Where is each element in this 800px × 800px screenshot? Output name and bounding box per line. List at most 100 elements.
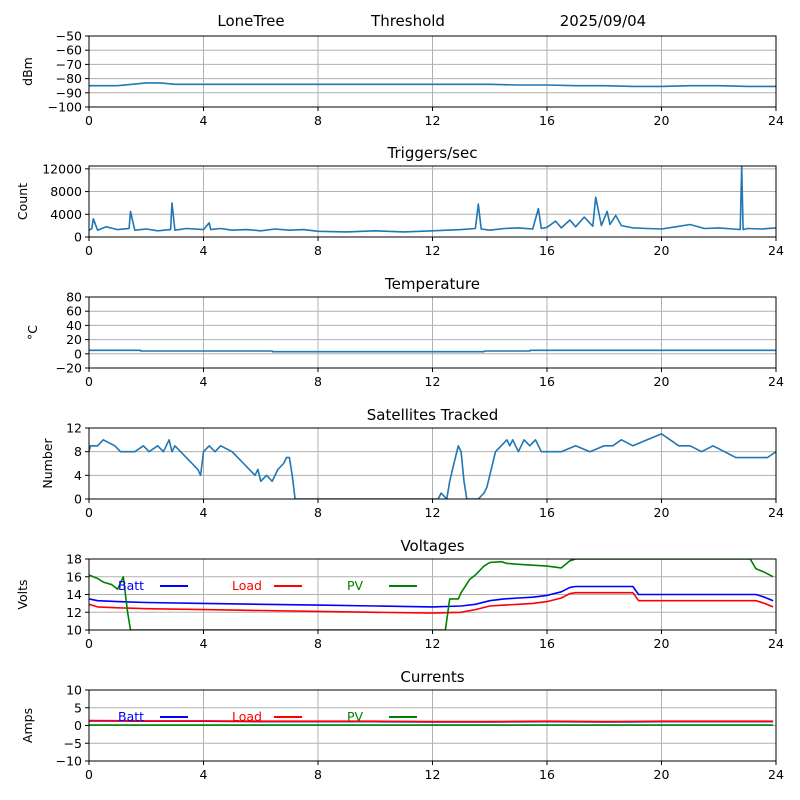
series-group <box>89 82 776 88</box>
x-tick-label: 0 <box>85 243 93 258</box>
series-line-load <box>89 591 774 614</box>
series-group <box>89 559 774 630</box>
y-tick-label: 12 <box>66 605 82 620</box>
y-tick-label: 4000 <box>50 207 82 222</box>
x-tick-label: 0 <box>85 374 93 389</box>
y-tick-label: 18 <box>66 552 82 567</box>
legend-label: PV <box>347 709 364 724</box>
x-tick-label: 16 <box>539 767 555 782</box>
x-tick-label: 8 <box>314 767 322 782</box>
legend-label: PV <box>347 578 364 593</box>
y-tick-label: −20 <box>56 361 82 376</box>
y-axis-label: Number <box>40 438 55 489</box>
x-tick-label: 20 <box>654 374 670 389</box>
series-line-main <box>89 433 776 499</box>
panel-rssi: 0 4 8 12 16 20 24 −100−90−80−70−60−50 dBm <box>20 29 784 129</box>
legend-label: Load <box>232 709 262 724</box>
panel-title: Voltages <box>400 537 464 555</box>
x-tick-label: 4 <box>200 374 208 389</box>
panel-title: Triggers/sec <box>387 144 478 162</box>
x-tick-label: 16 <box>539 243 555 258</box>
series-group <box>89 719 774 726</box>
x-tick-label: 24 <box>768 505 784 520</box>
y-tick-label: 14 <box>66 587 82 602</box>
x-tick-label: 4 <box>200 636 208 651</box>
y-tick-label: 0 <box>74 230 82 245</box>
series-line-load <box>89 719 774 723</box>
x-tick-label: 16 <box>539 505 555 520</box>
x-tick-label: 4 <box>200 243 208 258</box>
y-tick-label: −10 <box>56 754 82 769</box>
x-tick-label: 20 <box>654 636 670 651</box>
header-mode: Threshold <box>370 12 445 30</box>
series-line-main <box>89 349 776 353</box>
x-tick-label: 24 <box>768 113 784 128</box>
panel-title: Temperature <box>384 275 480 293</box>
y-axis-label: dBm <box>20 57 35 86</box>
x-tick-label: 24 <box>768 374 784 389</box>
panel-satellites: 0 4 8 12 16 20 24 0 4 8 12 Satellites Tracked Number <box>40 406 784 520</box>
y-tick-label: 8000 <box>50 184 82 199</box>
panel-title: Currents <box>400 668 464 686</box>
x-tick-label: 12 <box>425 767 441 782</box>
x-tick-label: 12 <box>425 113 441 128</box>
x-tick-label: 20 <box>654 113 670 128</box>
y-tick-label: 5 <box>74 700 82 715</box>
y-tick-label: 12 <box>66 421 82 436</box>
y-tick-label: 80 <box>66 290 82 305</box>
y-tick-label: 10 <box>66 623 82 638</box>
x-tick-label: 24 <box>768 636 784 651</box>
x-tick-label: 12 <box>425 374 441 389</box>
y-tick-label: 0 <box>74 492 82 507</box>
x-tick-label: 4 <box>200 767 208 782</box>
x-tick-label: 16 <box>539 113 555 128</box>
y-axis-label: °C <box>25 325 40 340</box>
legend-label: Batt <box>118 709 144 724</box>
panel-triggers: 0 4 8 12 16 20 24 0 4000 8000 12000 Triggers/sec Cou… <box>15 144 784 258</box>
x-tick-label: 0 <box>85 767 93 782</box>
x-tick-label: 20 <box>654 243 670 258</box>
y-tick-label: −70 <box>56 57 82 72</box>
x-tick-label: 4 <box>200 113 208 128</box>
panel-title: Satellites Tracked <box>367 406 498 424</box>
y-tick-label: 10 <box>66 683 82 698</box>
y-axis-label: Count <box>15 183 30 220</box>
panel-currents: 0 4 8 12 16 20 24 −10 −5 0 5 10 Currents Amps Batt Load… <box>20 668 784 782</box>
y-tick-label: 4 <box>74 468 82 483</box>
y-tick-label: −80 <box>56 71 82 86</box>
x-tick-label: 8 <box>314 243 322 258</box>
x-tick-label: 12 <box>425 243 441 258</box>
series-group <box>89 166 776 233</box>
y-tick-label: 8 <box>74 444 82 459</box>
series-line-batt <box>89 585 774 608</box>
x-tick-label: 8 <box>314 374 322 389</box>
header-date: 2025/09/04 <box>560 12 646 30</box>
x-tick-label: 20 <box>654 767 670 782</box>
y-tick-label: −90 <box>56 85 82 100</box>
series-line-main <box>89 82 776 88</box>
legend-label: Batt <box>118 578 144 593</box>
x-tick-label: 16 <box>539 374 555 389</box>
y-tick-label: 0 <box>74 718 82 733</box>
y-tick-label: −100 <box>48 100 82 115</box>
x-tick-label: 0 <box>85 113 93 128</box>
x-tick-label: 8 <box>314 636 322 651</box>
y-tick-label: 20 <box>66 332 82 347</box>
x-tick-label: 16 <box>539 636 555 651</box>
y-tick-label: 12000 <box>42 161 82 176</box>
x-tick-label: 20 <box>654 505 670 520</box>
x-tick-label: 8 <box>314 505 322 520</box>
x-tick-label: 0 <box>85 505 93 520</box>
y-tick-label: 16 <box>66 569 82 584</box>
x-tick-label: 12 <box>425 505 441 520</box>
header-station: LoneTree <box>217 12 284 30</box>
series-line-pv <box>89 559 774 630</box>
y-tick-label: −50 <box>56 29 82 44</box>
x-tick-label: 12 <box>425 636 441 651</box>
x-tick-label: 24 <box>768 243 784 258</box>
y-tick-label: 40 <box>66 318 82 333</box>
series-group <box>89 349 776 353</box>
legend-label: Load <box>232 578 262 593</box>
